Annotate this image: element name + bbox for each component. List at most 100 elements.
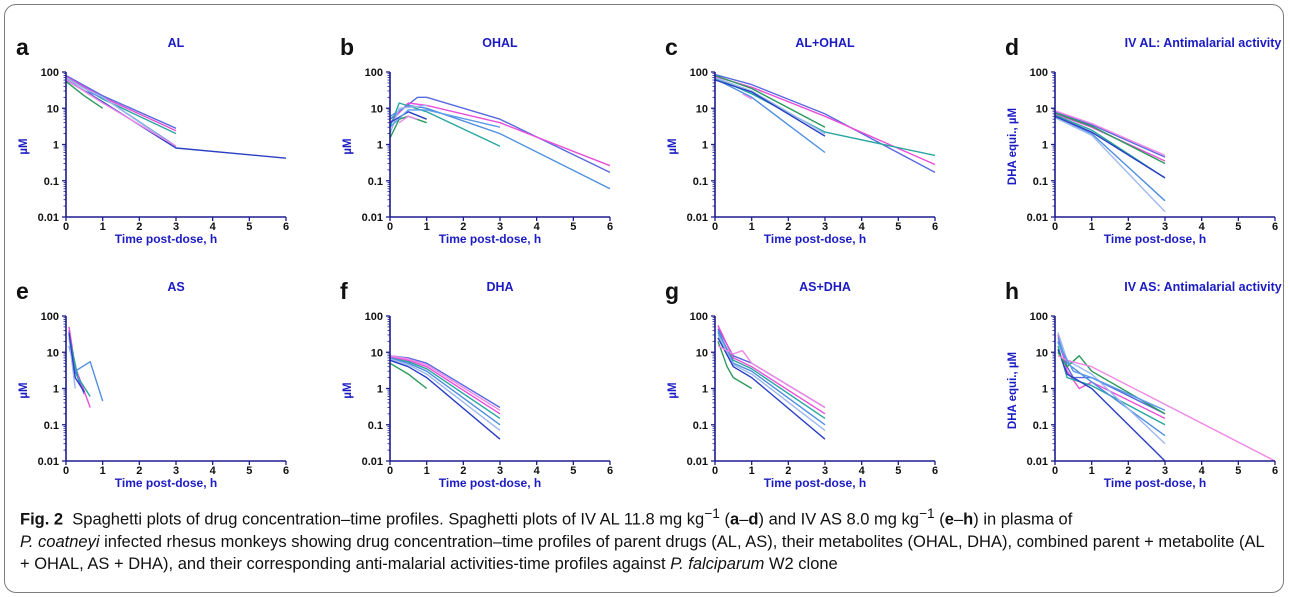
x-tick-label: 6	[932, 465, 938, 477]
y-tick-label: 0.01	[687, 456, 708, 468]
series-line-9	[1057, 342, 1166, 411]
y-tick-label: 100	[690, 67, 708, 79]
series-line-2	[389, 356, 501, 415]
series-line-5	[65, 76, 177, 148]
x-tick-label: 1	[424, 465, 430, 477]
y-tick-label: 0.1	[44, 176, 59, 188]
y-tick-label: 1	[702, 140, 708, 152]
y-axis-label: DHA equi., µM	[1007, 108, 1019, 185]
x-tick-label: 5	[1235, 465, 1241, 477]
y-tick-label: 1	[702, 384, 708, 396]
x-tick-label: 1	[1089, 465, 1095, 477]
y-tick-label: 0.1	[368, 420, 383, 432]
x-tick-label: 0	[1052, 465, 1058, 477]
y-tick-label: 0.01	[1027, 456, 1048, 468]
y-tick-label: 100	[365, 67, 383, 79]
y-tick-label: 100	[41, 67, 59, 79]
caption-paren-2: (	[934, 510, 945, 529]
y-tick-label: 10	[1036, 347, 1048, 359]
chart-panel-h: h IV AS: Antimalarial activity0.010.11101…	[1005, 278, 1282, 490]
x-tick-label: 4	[534, 465, 541, 477]
x-tick-label: 2	[1125, 221, 1131, 233]
chart-title: AS+DHA	[799, 280, 851, 294]
y-tick-label: 0.01	[38, 212, 59, 224]
x-tick-label: 3	[497, 465, 503, 477]
chart-title: DHA	[486, 280, 513, 294]
series-line-5	[714, 76, 826, 135]
panel-letter-a: a	[16, 34, 29, 60]
x-tick-label: 2	[1125, 465, 1131, 477]
caption-text-5: W2 clone	[764, 554, 838, 573]
chart-panel-g: g AS+DHA 0.01 0.1 1 10 100 0 1 2 3 4 5 6 Time post-dos…	[665, 278, 938, 490]
chart-panel-d: d IV AL: Antimalarial activity0.010.11101…	[1005, 34, 1281, 246]
chart-panel-e: e AS 0.01 0.1 1 10 100 0 1 2 3 4 5 6 Time post-dose, h…	[16, 278, 289, 490]
x-axis-label: Time post-dose, h	[764, 476, 866, 490]
panel-letter-f: f	[340, 278, 348, 304]
y-tick-label: 100	[1030, 67, 1048, 79]
x-tick-label: 3	[173, 465, 179, 477]
y-tick-label: 0.01	[362, 456, 383, 468]
chart-title: AS	[167, 280, 184, 294]
chart-panel-b: b OHAL 0.01 0.1 1 10 100 0 1 2 3 4 5 6 Time post-dose,…	[340, 34, 613, 246]
series-line-8	[742, 93, 753, 100]
series-line-6	[389, 111, 427, 124]
y-tick-label: 10	[696, 347, 708, 359]
y-tick-label: 100	[1030, 311, 1048, 323]
y-tick-label: 10	[1036, 103, 1048, 115]
series-line-3	[389, 357, 501, 419]
figure-caption: Fig. 2 Spaghetti plots of drug concentra…	[20, 503, 1270, 575]
y-tick-label: 100	[365, 311, 383, 323]
series-line-5	[68, 337, 76, 389]
y-tick-label: 0.1	[1033, 176, 1048, 188]
x-tick-label: 3	[173, 221, 179, 233]
series-line-7	[65, 80, 104, 109]
series-line-2	[717, 325, 826, 415]
x-tick-label: 5	[246, 465, 252, 477]
y-tick-label: 1	[377, 140, 383, 152]
series-line-6	[1057, 349, 1166, 462]
y-tick-label: 1	[53, 384, 59, 396]
y-tick-label: 0.1	[693, 176, 708, 188]
series-line-5	[1057, 332, 1166, 445]
x-tick-label: 5	[570, 221, 576, 233]
x-tick-label: 1	[749, 465, 755, 477]
x-tick-label: 1	[424, 221, 430, 233]
y-tick-label: 1	[53, 140, 59, 152]
series-line-3	[1057, 345, 1166, 426]
y-axis-label: µM	[667, 382, 679, 398]
x-tick-label: 3	[822, 221, 828, 233]
x-tick-label: 5	[246, 221, 252, 233]
caption-parasite: P. falciparum	[670, 554, 765, 573]
series-line-7	[389, 362, 428, 390]
y-tick-label: 10	[371, 103, 383, 115]
x-tick-label: 1	[100, 465, 106, 477]
x-axis-label: Time post-dose, h	[1104, 476, 1206, 490]
series-line-7	[1054, 112, 1166, 165]
x-tick-label: 6	[932, 221, 938, 233]
y-axis-label: µM	[18, 138, 30, 154]
x-axis-label: Time post-dose, h	[439, 232, 541, 246]
series-line-2	[1054, 113, 1166, 162]
x-tick-label: 6	[1272, 221, 1278, 233]
x-tick-label: 0	[1052, 221, 1058, 233]
x-tick-label: 5	[895, 221, 901, 233]
x-tick-label: 2	[460, 221, 466, 233]
y-tick-label: 0.1	[1033, 420, 1048, 432]
x-tick-label: 0	[712, 221, 718, 233]
y-axis-label: µM	[342, 382, 354, 398]
caption-exponent-2: −1	[919, 506, 935, 521]
x-tick-label: 3	[822, 465, 828, 477]
y-axis-label: DHA equi., µM	[1007, 352, 1019, 429]
x-tick-label: 0	[63, 221, 69, 233]
x-tick-label: 3	[1162, 221, 1168, 233]
caption-bold-a: a	[730, 510, 740, 529]
panel-letter-b: b	[340, 34, 354, 60]
series-line-8	[1057, 355, 1276, 462]
y-tick-label: 10	[371, 347, 383, 359]
x-tick-label: 5	[895, 465, 901, 477]
y-tick-label: 100	[690, 311, 708, 323]
y-tick-label: 0.1	[693, 420, 708, 432]
y-tick-label: 1	[377, 384, 383, 396]
series-line-6	[717, 337, 826, 440]
